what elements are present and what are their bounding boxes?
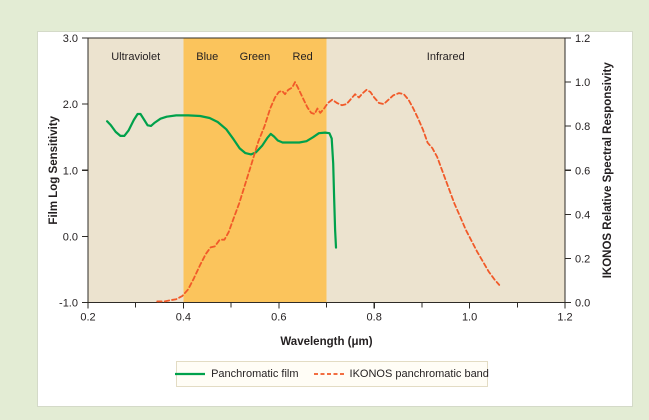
x-axis-title: Wavelength (μm) — [280, 336, 372, 348]
yleft-tick-label: 1.0 — [63, 165, 78, 177]
legend-item-1: Panchromatic film — [175, 368, 299, 380]
x-tick-label: 0.8 — [367, 312, 382, 324]
chart-legend: Panchromatic film IKONOS panchromatic ban… — [175, 361, 489, 387]
yleft-axis-title: Film Log Sensitivity — [48, 115, 60, 224]
region-band-infrared — [326, 38, 565, 303]
region-band-blue — [183, 38, 232, 303]
region-label-infrared: Infrared — [427, 51, 465, 63]
region-band-ultraviolet — [88, 38, 184, 303]
legend-item-2: IKONOS panchromatic band — [313, 368, 489, 380]
region-band-green — [231, 38, 279, 303]
ikonos-panchromatic-band-line — [156, 81, 501, 303]
yright-tick-label: 0.6 — [575, 165, 590, 177]
yleft-tick-label: 0.0 — [63, 231, 78, 243]
x-tick-label: 1.2 — [557, 312, 572, 324]
x-tick-label: 0.4 — [176, 312, 191, 324]
region-label-red: Red — [293, 51, 313, 63]
legend-swatch-dashed-line-icon — [313, 373, 344, 375]
x-tick-label: 0.6 — [271, 312, 286, 324]
yright-tick-label: 0.0 — [575, 298, 590, 310]
yleft-tick-label: 2.0 — [63, 99, 78, 111]
yright-tick-label: 1.2 — [575, 33, 590, 45]
x-tick-label: 0.2 — [80, 312, 95, 324]
legend-label: IKONOS panchromatic band — [349, 368, 489, 380]
legend-swatch-solid-line-icon — [175, 372, 206, 376]
yright-tick-label: 1.0 — [575, 77, 590, 89]
yright-tick-label: 0.2 — [575, 253, 590, 265]
panchromatic-film-line — [105, 112, 338, 249]
region-band-red — [278, 38, 327, 303]
yright-tick-label: 0.8 — [575, 121, 590, 133]
legend-label: Panchromatic film — [211, 368, 299, 380]
region-label-blue: Blue — [196, 51, 218, 63]
x-tick-label: 1.0 — [462, 312, 477, 324]
yright-tick-label: 0.4 — [575, 209, 590, 221]
region-label-green: Green — [240, 51, 271, 63]
yleft-tick-label: -1.0 — [59, 298, 78, 310]
yleft-tick-label: 3.0 — [63, 33, 78, 45]
region-label-ultraviolet: Ultraviolet — [111, 51, 160, 63]
yright-axis-title: IKONOS Relative Spectral Responsivity — [602, 62, 614, 279]
